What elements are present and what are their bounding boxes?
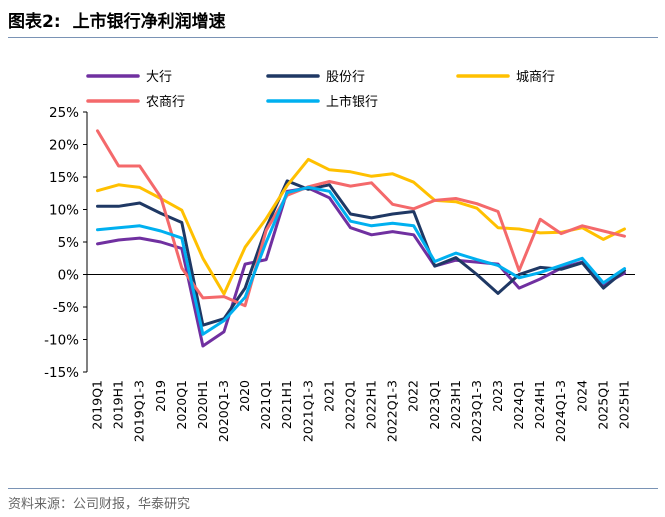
legend-label: 大行	[146, 70, 172, 85]
x-tick-label: 2024H1	[532, 380, 547, 429]
figure-header: 图表2: 上市银行净利润增速	[8, 6, 226, 32]
x-tick-label: 2021	[321, 380, 336, 412]
x-tick-label: 2023	[490, 380, 505, 412]
figure-label: 图表2:	[8, 11, 61, 32]
figure-title: 上市银行净利润增速	[72, 11, 226, 32]
x-tick-label: 2023Q1-3	[469, 380, 484, 442]
legend-label: 农商行	[146, 95, 185, 110]
x-tick-label: 2024Q1	[511, 380, 526, 430]
y-tick-label: 0%	[58, 268, 80, 284]
x-tick-label: 2020H1	[195, 380, 210, 429]
x-tick-label: 2019	[153, 380, 168, 412]
y-axis: -15% -10% -5% 0% 5% 10% 15% 20% 25%	[44, 105, 88, 381]
x-tick-label: 2019Q1-3	[132, 380, 147, 442]
source-note: 资料来源：公司财报，华泰研究	[8, 497, 191, 512]
x-tick-label: 2022	[406, 380, 421, 412]
x-tick-label: 2022Q1-3	[385, 380, 400, 442]
series-group	[96, 129, 626, 348]
y-tick-label: 15%	[49, 170, 79, 186]
y-tick-label: -10%	[44, 333, 79, 349]
series-line-3	[96, 129, 626, 308]
x-tick-label: 2022Q1	[342, 380, 357, 430]
legend-label: 股份行	[326, 70, 365, 85]
y-tick-label: -15%	[44, 365, 79, 381]
x-tick-label: 2022H1	[364, 380, 379, 429]
x-tick-label: 2025Q1	[595, 380, 610, 430]
x-tick-label: 2021Q1-3	[300, 380, 315, 442]
x-tick-label: 2021H1	[279, 380, 294, 429]
x-tick-label: 2023H1	[448, 380, 463, 429]
legend-label: 上市银行	[326, 94, 378, 110]
top-divider	[8, 37, 658, 38]
x-axis: 2019Q1 2019H1 2019Q1-3 2019 2020Q1 2020H1 2020…	[87, 274, 635, 442]
bottom-divider	[8, 488, 658, 489]
x-tick-label: 2024	[574, 380, 589, 412]
x-tick-label: 2024Q1-3	[553, 380, 568, 442]
x-tick-label: 2019H1	[111, 380, 126, 429]
y-tick-label: 20%	[49, 138, 79, 154]
y-tick-label: -5%	[53, 300, 79, 316]
x-tick-label: 2023Q1	[427, 380, 442, 430]
x-tick-label: 2020	[237, 380, 252, 412]
y-tick-label: 5%	[58, 235, 80, 251]
legend-label: 城商行	[516, 70, 555, 85]
x-tick-label: 2019Q1	[90, 380, 105, 430]
series-line-1	[96, 179, 626, 327]
x-tick-label: 2020Q1-3	[216, 380, 231, 442]
series-line-4	[96, 185, 626, 336]
series-line-2	[96, 157, 626, 296]
x-tick-label: 2025H1	[616, 380, 631, 429]
series-line-0	[96, 186, 626, 348]
x-tick-label: 2021Q1	[258, 380, 273, 430]
y-tick-label: 25%	[49, 105, 79, 121]
y-tick-label: 10%	[49, 203, 79, 219]
x-tick-label: 2020Q1	[174, 380, 189, 430]
